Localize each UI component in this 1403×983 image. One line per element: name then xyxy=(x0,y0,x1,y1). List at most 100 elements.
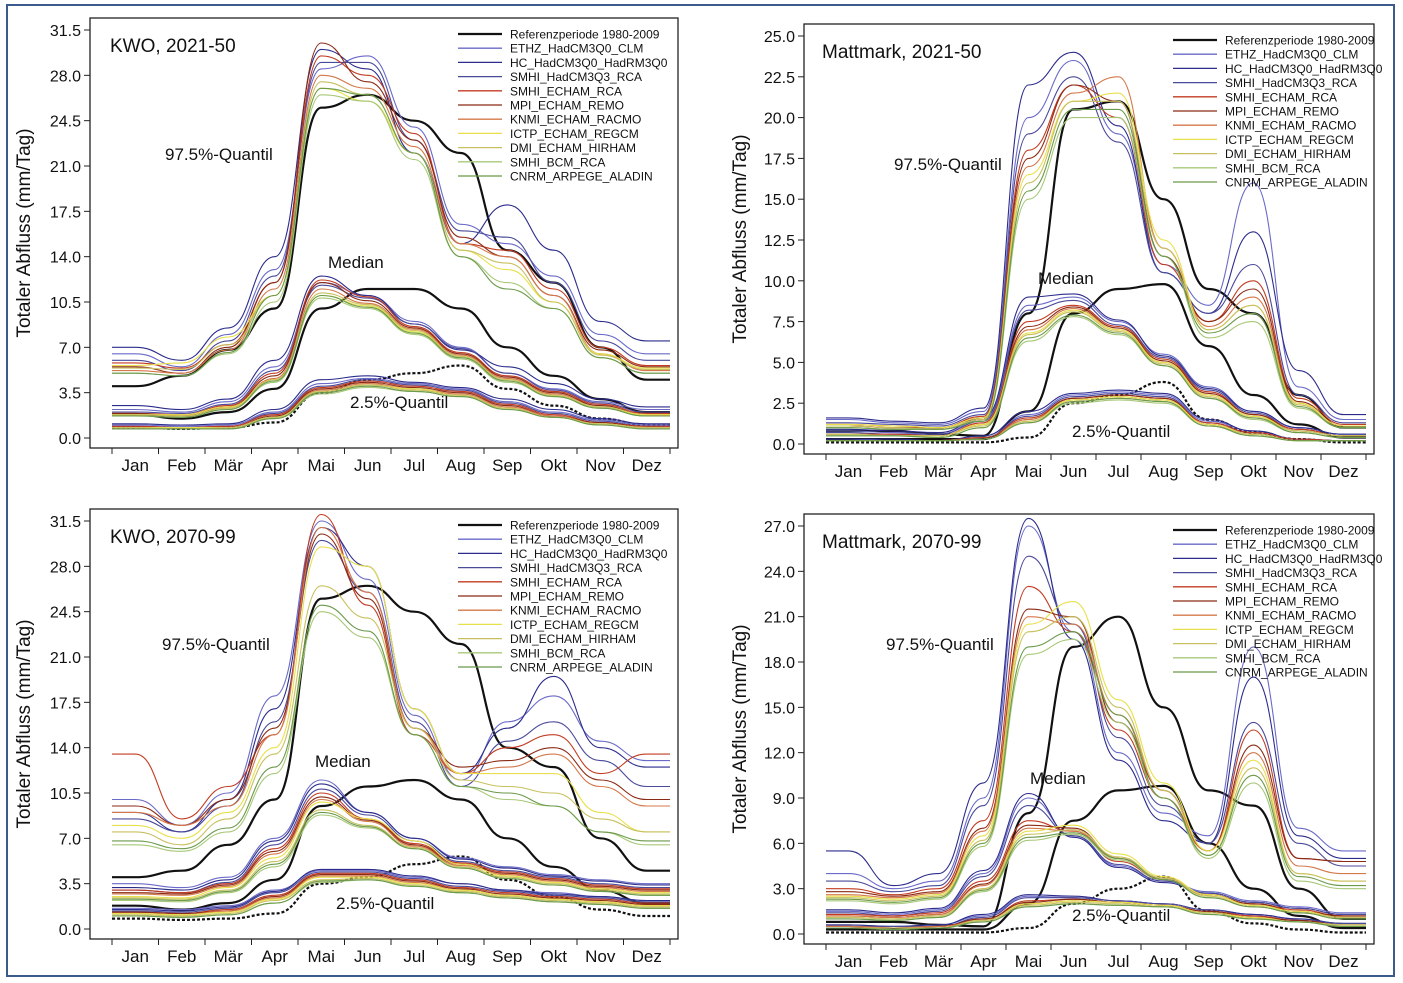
legend-entry: DMI_ECHAM_HIRHAM xyxy=(510,141,636,155)
y-tick-label: 10.5 xyxy=(50,786,81,803)
legend-entry: SMHI_BCM_RCA xyxy=(510,155,605,169)
legend: Referenzperiode 1980-2009ETHZ_HadCM3Q0_C… xyxy=(458,519,668,675)
legend-entry: HC_HadCM3Q0_HadRM3Q0 xyxy=(1225,62,1383,76)
x-tick-label: Sep xyxy=(1193,952,1223,971)
y-tick-label: 7.0 xyxy=(59,340,81,357)
x-tick-label: Apr xyxy=(970,952,997,971)
series-line-q025 xyxy=(111,874,670,915)
legend-entry: ICTP_ECHAM_REGCM xyxy=(1225,133,1354,147)
legend-entry: ETHZ_HadCM3Q0_CLM xyxy=(510,42,643,56)
y-tick-label: 31.5 xyxy=(50,514,81,531)
x-tick-label: Sep xyxy=(1193,462,1223,481)
x-tick-label: Nov xyxy=(585,947,616,966)
legend-entry: SMHI_HadCM3Q3_RCA xyxy=(1225,566,1357,580)
legend-entry: HC_HadCM3Q0_HadRM3Q0 xyxy=(1225,552,1383,566)
y-tick-label: 18.0 xyxy=(764,655,795,672)
y-tick-label: 0.0 xyxy=(773,437,795,454)
annotation-label: 97.5%-Quantil xyxy=(894,155,1002,174)
plot-area xyxy=(89,17,679,449)
x-tick-label: Mär xyxy=(924,952,954,971)
series-line-median xyxy=(112,783,670,891)
legend-entry: MPI_ECHAM_REMO xyxy=(510,590,624,604)
x-tick-label: Feb xyxy=(879,952,908,971)
x-tick-label: Okt xyxy=(541,456,568,475)
x-tick-label: Okt xyxy=(541,947,568,966)
series-line-median xyxy=(112,292,670,417)
x-tick-label: Jul xyxy=(403,947,425,966)
series-line-q975 xyxy=(826,517,1367,887)
series-line-q975 xyxy=(112,546,670,839)
series-line-q975 xyxy=(826,51,1366,424)
series-line-q025 xyxy=(826,397,1366,442)
x-tick-label: Jul xyxy=(403,456,425,475)
series-line-median xyxy=(112,287,670,420)
series-line-q975 xyxy=(826,585,1366,896)
series-line-q975 xyxy=(111,61,670,372)
legend-entry: KNMI_ECHAM_RACMO xyxy=(510,113,641,127)
y-tick-label: 3.5 xyxy=(59,877,81,894)
y-tick-label: 31.5 xyxy=(50,23,81,40)
series-line-median xyxy=(112,811,670,902)
legend-entry: SMHI_BCM_RCA xyxy=(1225,161,1320,175)
series-line-q025 xyxy=(111,879,670,918)
legend-entry: SMHI_ECHAM_RCA xyxy=(1225,580,1337,594)
x-tick-label: Okt xyxy=(1240,462,1267,481)
x-tick-label: Feb xyxy=(879,462,908,481)
legend-entry: KNMI_ECHAM_RACMO xyxy=(1225,609,1356,623)
x-tick-label: Dez xyxy=(632,456,662,475)
series-line-q025 xyxy=(112,877,670,917)
x-tick-label: Aug xyxy=(446,456,476,475)
legend-entry: HC_HadCM3Q0_HadRM3Q0 xyxy=(510,56,668,70)
y-tick-label: 25.0 xyxy=(764,29,795,46)
y-tick-label: 3.5 xyxy=(59,386,81,403)
x-tick-label: Apr xyxy=(262,947,289,966)
legend-entry: ETHZ_HadCM3Q0_CLM xyxy=(510,533,643,547)
x-tick-label: Nov xyxy=(1283,462,1314,481)
series-line-median xyxy=(112,809,670,900)
legend-entry: HC_HadCM3Q0_HadRM3Q0 xyxy=(510,547,668,561)
y-tick-label: 3.0 xyxy=(773,882,795,899)
x-tick-label: Aug xyxy=(446,947,476,966)
series-line-median xyxy=(112,801,670,899)
series-line-q025 xyxy=(112,855,670,922)
x-tick-label: Okt xyxy=(1240,952,1267,971)
legend-entry: ICTP_ECHAM_REGCM xyxy=(510,618,639,632)
x-tick-label: Jan xyxy=(835,952,862,971)
legend-entry: Referenzperiode 1980-2009 xyxy=(510,519,660,533)
x-tick-label: Dez xyxy=(1328,952,1358,971)
series-line-q975 xyxy=(826,59,1366,425)
y-tick-label: 24.5 xyxy=(50,605,81,622)
annotation-label: 2.5%-Quantil xyxy=(336,894,434,913)
series-line-q975 xyxy=(112,584,670,879)
series-line-q025 xyxy=(825,903,1366,931)
x-tick-label: Mär xyxy=(214,947,244,966)
y-axis-label: Totaler Abfluss (mm/Tag) xyxy=(14,128,35,337)
x-tick-label: Mär xyxy=(214,456,244,475)
x-tick-label: Mai xyxy=(308,456,335,475)
y-tick-label: 17.5 xyxy=(764,151,795,168)
annotation-label: 97.5%-Quantil xyxy=(886,635,994,654)
y-tick-label: 7.0 xyxy=(59,831,81,848)
series-line-q975 xyxy=(826,616,1366,899)
legend-entry: MPI_ECHAM_REMO xyxy=(1225,105,1339,119)
chart-panel-1: 0.0 3.5 7.0 10.5 14.0 17.5 21.0 24.5 28.0 31.5 Jan… xyxy=(14,17,679,475)
y-tick-label: 6.0 xyxy=(773,836,795,853)
series-line-q975 xyxy=(112,520,671,826)
legend-entry: DMI_ECHAM_HIRHAM xyxy=(1225,147,1351,161)
series-line-median xyxy=(826,304,1366,437)
y-tick-label: 17.5 xyxy=(50,695,81,712)
x-tick-label: Apr xyxy=(262,456,289,475)
x-tick-label: Feb xyxy=(167,947,196,966)
series-line-median xyxy=(826,314,1366,439)
annotation-label: Median xyxy=(315,752,371,771)
y-tick-label: 12.5 xyxy=(764,233,795,250)
legend-entry: ICTP_ECHAM_REGCM xyxy=(1225,623,1354,637)
series-line-q975 xyxy=(826,108,1366,430)
legend: Referenzperiode 1980-2009ETHZ_HadCM3Q0_C… xyxy=(1173,34,1383,190)
annotation-label: Median xyxy=(1038,269,1094,288)
y-tick-label: 0.0 xyxy=(59,922,81,939)
y-tick-label: 5.0 xyxy=(773,355,795,372)
x-tick-label: Mai xyxy=(1015,952,1042,971)
y-tick-label: 24.5 xyxy=(50,114,81,131)
chart-title: Mattmark, 2070-99 xyxy=(822,532,981,553)
